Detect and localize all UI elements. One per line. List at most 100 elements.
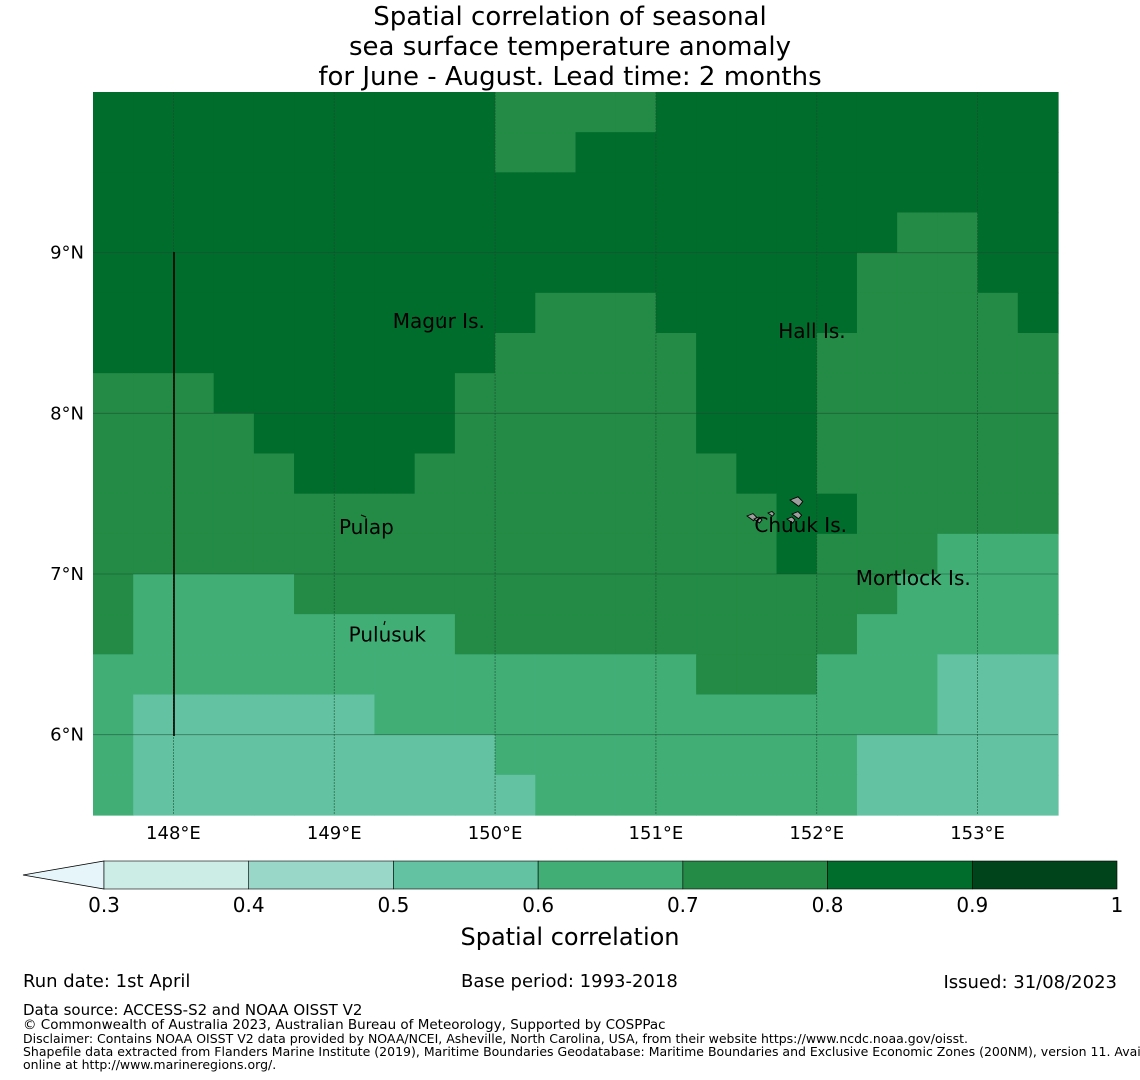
grid-cell (575, 614, 617, 655)
grid-cell (816, 574, 858, 615)
grid-cell (575, 413, 617, 455)
grid-cell (575, 453, 617, 495)
grid-cell (294, 493, 335, 535)
grid-cell (615, 373, 657, 414)
grid-cell (173, 132, 215, 173)
grid-cell (294, 132, 335, 173)
grid-cell (535, 212, 577, 254)
grid-cell (816, 132, 858, 173)
grid-cell (736, 252, 778, 294)
colorbar-tick-label: 1 (1111, 893, 1124, 917)
grid-cell (334, 734, 376, 776)
grid-cell (535, 333, 577, 374)
grid-cell (977, 333, 1019, 374)
grid-cell (173, 172, 215, 214)
grid-cell (696, 373, 737, 414)
island-icon (907, 574, 913, 578)
grid-cell (897, 132, 938, 173)
run-date: Run date: 1st April (23, 971, 191, 992)
grid-cell (133, 252, 175, 294)
grid-cell (655, 132, 697, 173)
colorbar-tick-label: 0.6 (522, 893, 554, 917)
grid-cell (696, 574, 737, 615)
grid-cell (816, 734, 858, 776)
grid-cell (93, 774, 134, 816)
grid-cell (776, 373, 818, 414)
grid-cell (173, 574, 215, 615)
grid-cell (253, 373, 295, 414)
grid-cell (535, 292, 577, 334)
grid-cell (173, 413, 215, 455)
grid-cell (414, 654, 456, 696)
grid-cell (776, 172, 818, 214)
grid-cell (294, 333, 335, 374)
grid-cell (655, 333, 697, 374)
grid-cell (495, 493, 536, 535)
issued-date: Issued: 31/08/2023 (943, 972, 1117, 993)
grid-cell (173, 373, 215, 414)
grid-cell (334, 132, 376, 173)
grid-cell (655, 533, 697, 575)
grid-cell (374, 132, 416, 173)
grid-cell (696, 413, 737, 455)
grid-cell (696, 132, 737, 173)
grid-cell (334, 694, 376, 736)
grid-cell (495, 413, 536, 455)
grid-cell (736, 92, 778, 133)
grid-cell (414, 252, 456, 294)
grid-cell (977, 533, 1019, 575)
colorbar-bin (248, 860, 394, 890)
y-tick-label: 7°N (50, 564, 84, 585)
colorbar-extend-arrow (22, 860, 105, 890)
grid-cell (334, 574, 376, 615)
grid-cell (93, 212, 134, 254)
grid-cell (374, 172, 416, 214)
grid-cell (253, 413, 295, 455)
grid-cell (374, 654, 416, 696)
grid-cell (93, 92, 134, 133)
island-icon (789, 496, 804, 508)
grid-cell (897, 453, 938, 495)
grid-cell (736, 614, 778, 655)
grid-cell (816, 373, 858, 414)
grid-cell (816, 614, 858, 655)
grid-cell (213, 413, 255, 455)
grid-cell (294, 413, 335, 455)
grid-cell (615, 333, 657, 374)
grid-cell (454, 453, 496, 495)
grid-cell (454, 654, 496, 696)
grid-cell (133, 614, 175, 655)
grid-cell (856, 774, 898, 816)
grid-cell (856, 654, 898, 696)
grid-cell (294, 252, 335, 294)
grid-cell (213, 292, 255, 334)
grid-cell (736, 574, 778, 615)
grid-cell (93, 292, 134, 334)
grid-cell (495, 132, 536, 173)
grid-cell (1017, 493, 1059, 535)
grid-cell (535, 373, 577, 414)
grid-cell (575, 92, 617, 133)
grid-cell (736, 172, 778, 214)
grid-cell (736, 654, 778, 696)
grid-cell (213, 533, 255, 575)
grid-cell (535, 614, 577, 655)
grid-cell (535, 413, 577, 455)
grid-cell (897, 694, 938, 736)
y-tick-label: 8°N (50, 403, 84, 424)
grid-cell (1017, 373, 1059, 414)
grid-cell (655, 373, 697, 414)
grid-cell (1017, 292, 1059, 334)
grid-cell (133, 453, 175, 495)
grid-cell (696, 333, 737, 374)
grid-cell (213, 333, 255, 374)
grid-cell (495, 373, 536, 414)
grid-cell (776, 734, 818, 776)
grid-cell (213, 373, 255, 414)
grid-cell (173, 453, 215, 495)
grid-cell (736, 413, 778, 455)
grid-cell (334, 172, 376, 214)
grid-cell (856, 333, 898, 374)
grid-cell (253, 493, 295, 535)
grid-cell (454, 533, 496, 575)
